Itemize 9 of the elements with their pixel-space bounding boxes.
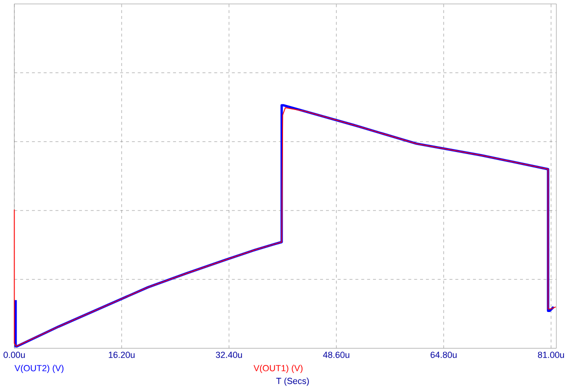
text: V(OUT1) (V) <box>254 365 302 374</box>
x-tick-label: 81.00u <box>538 352 564 358</box>
x-tick-label: 64.80u <box>430 352 457 358</box>
x-tick-label: 48.60u <box>323 352 350 358</box>
x-tick-label: 0.00u <box>4 352 25 358</box>
x-tick-label: 32.40u <box>216 352 242 358</box>
x-axis-title: T (Secs) <box>276 378 309 386</box>
text: V(OUT2) (V) <box>14 365 64 374</box>
x-tick-label: 16.20u <box>108 352 135 358</box>
